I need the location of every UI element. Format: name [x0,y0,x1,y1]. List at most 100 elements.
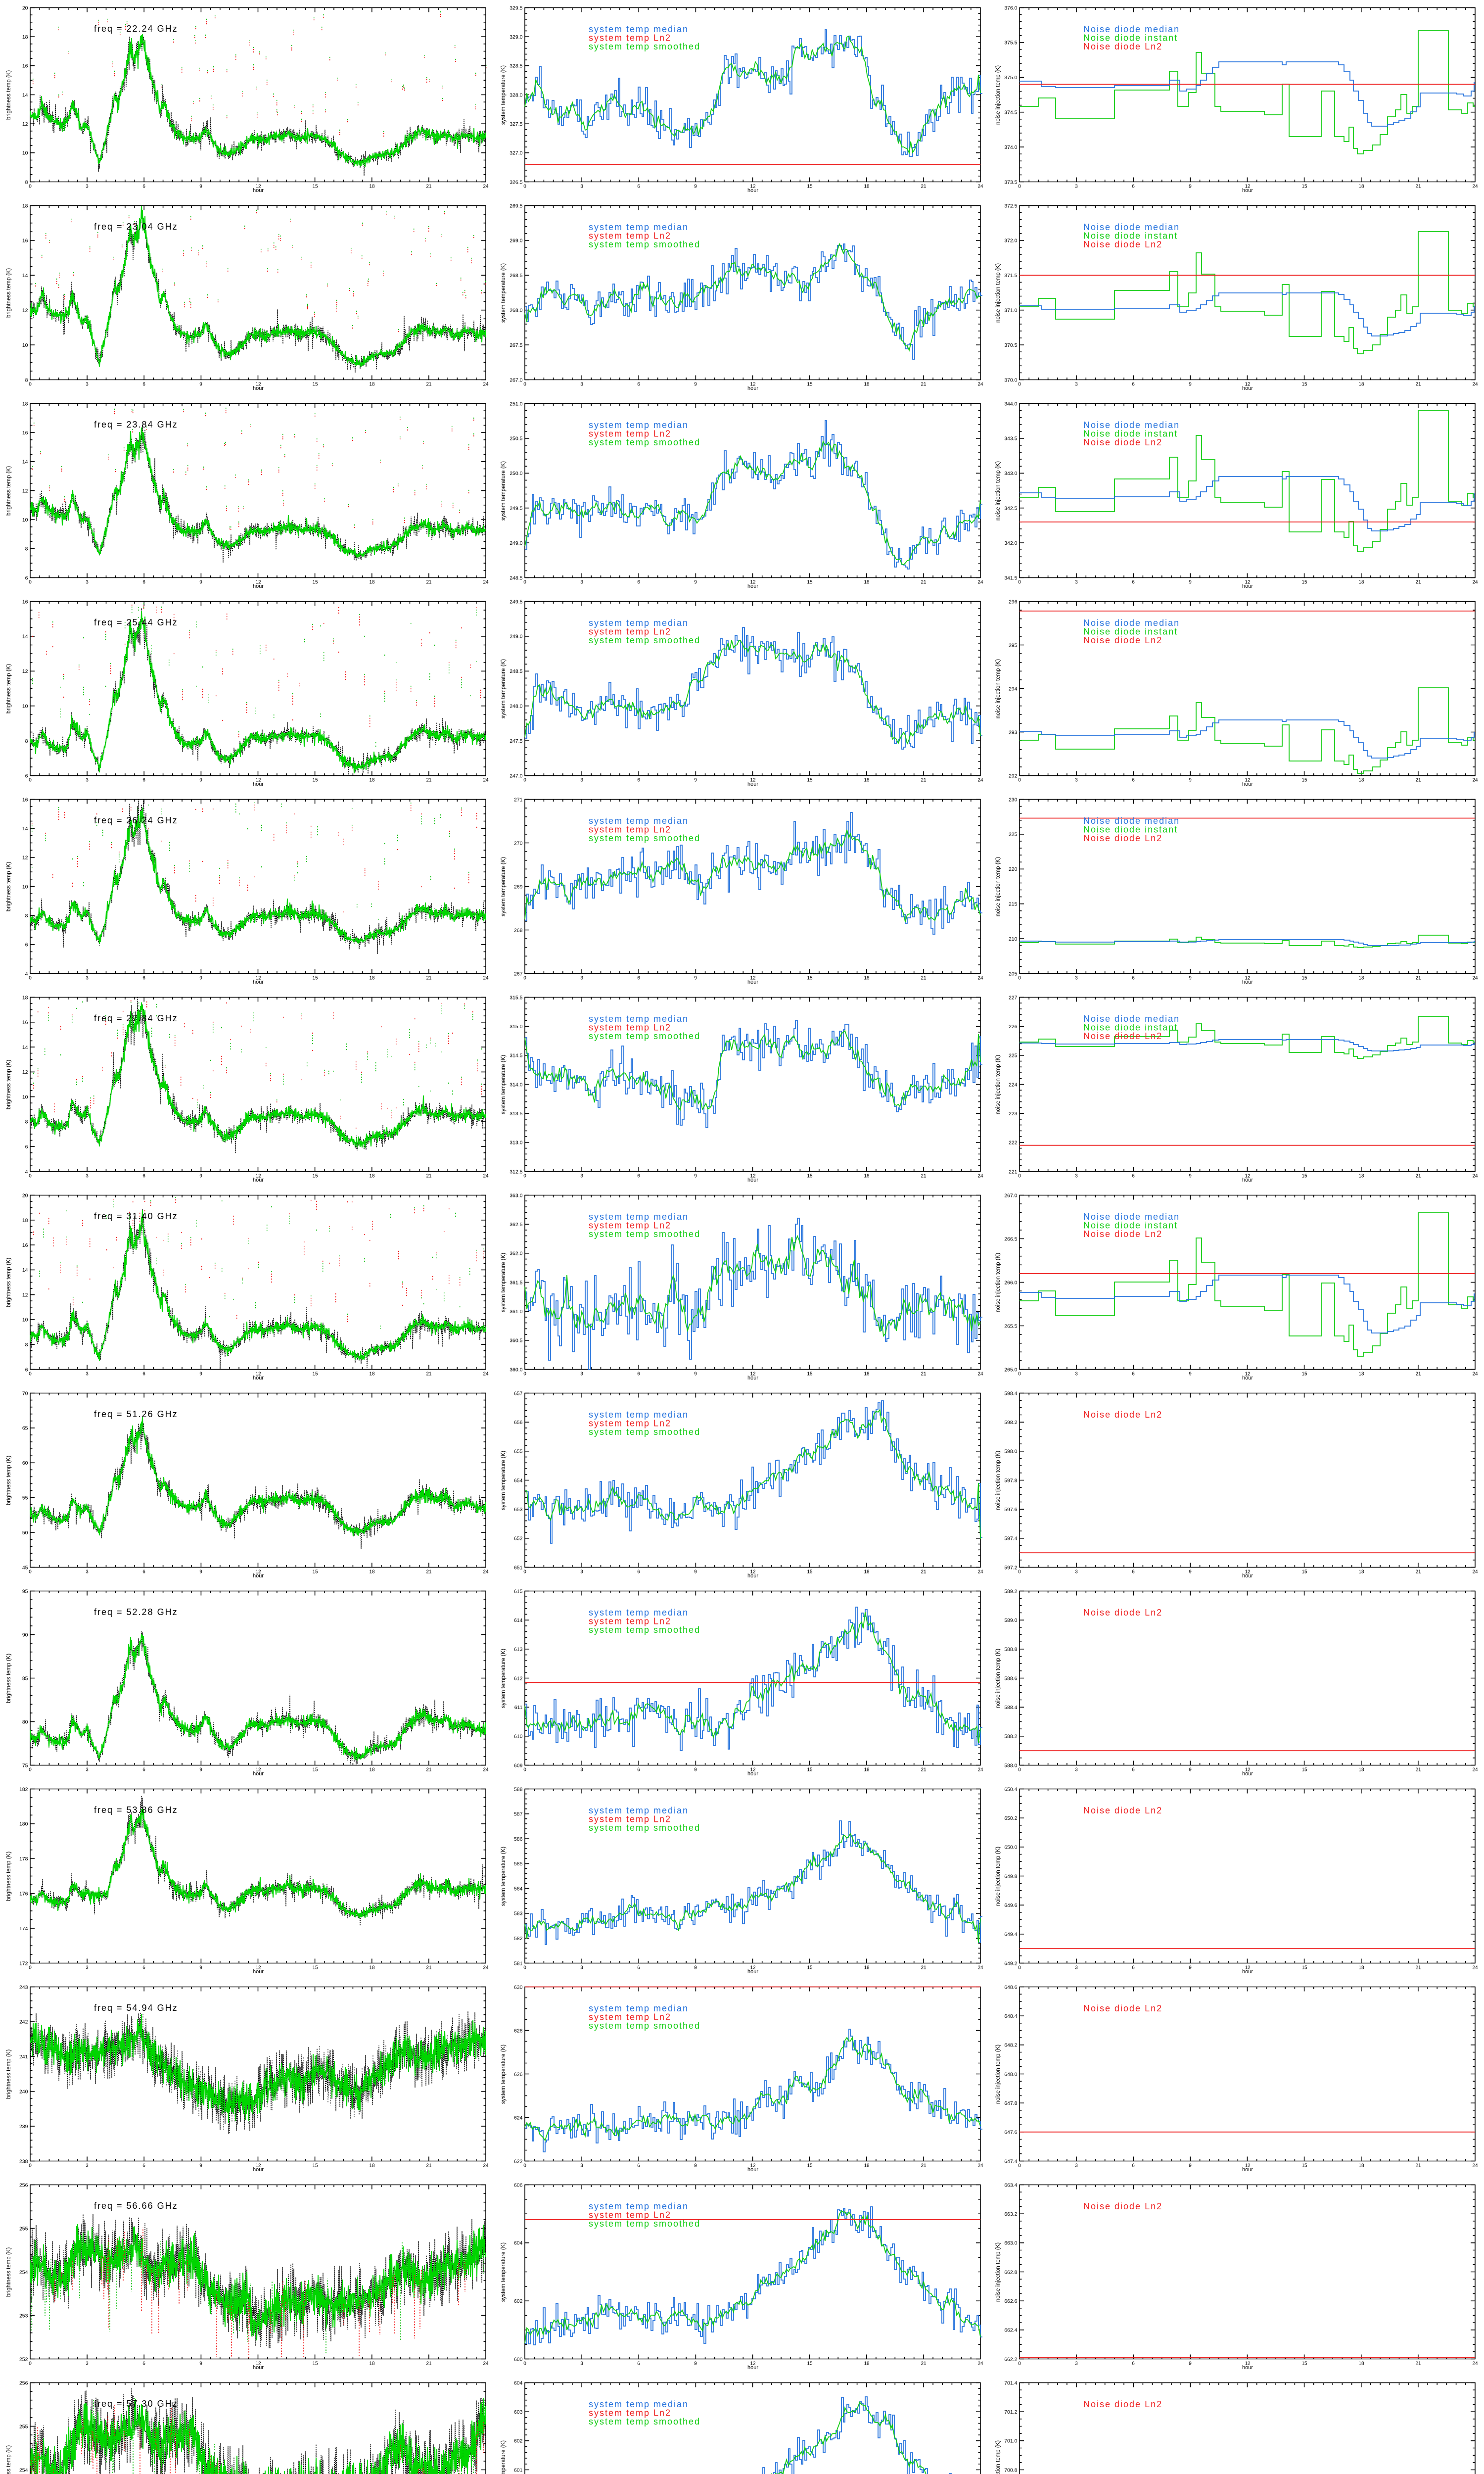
svg-text:Noise diode Ln2: Noise diode Ln2 [1083,1031,1162,1041]
svg-text:587: 587 [514,1811,523,1817]
svg-text:10: 10 [22,517,28,523]
svg-text:Noise diode instant: Noise diode instant [1083,231,1178,241]
svg-text:system temperature (K): system temperature (K) [501,1055,507,1114]
svg-text:650.4: 650.4 [1004,1786,1017,1792]
svg-text:615: 615 [514,1588,523,1594]
svg-text:system temperature (K): system temperature (K) [501,263,507,323]
svg-text:brightness temp (K): brightness temp (K) [6,1654,12,1704]
svg-text:8: 8 [25,738,28,744]
svg-text:system temp Ln2: system temp Ln2 [589,33,671,43]
svg-text:362.0: 362.0 [510,1251,522,1257]
svg-text:noise injection temp (K): noise injection temp (K) [995,857,1001,916]
svg-text:18: 18 [22,1218,28,1224]
svg-text:606: 606 [514,2182,523,2188]
svg-text:system temperature (K): system temperature (K) [501,1847,507,1906]
svg-text:256: 256 [19,2182,28,2188]
svg-text:654: 654 [514,1477,523,1483]
svg-text:14: 14 [22,826,28,832]
svg-text:Noise diode median: Noise diode median [1083,420,1180,430]
svg-text:brightness temp (K): brightness temp (K) [6,2445,12,2474]
svg-text:268.5: 268.5 [510,273,522,279]
svg-text:588: 588 [514,1786,523,1792]
svg-text:freq = 25.44 GHz: freq = 25.44 GHz [94,618,178,627]
svg-text:648.6: 648.6 [1004,1984,1017,1990]
svg-text:noise injection temp (K): noise injection temp (K) [995,1847,1001,1906]
svg-text:8: 8 [25,1342,28,1348]
svg-text:584: 584 [514,1886,523,1892]
svg-text:4: 4 [25,971,28,977]
svg-text:system temp Ln2: system temp Ln2 [589,2210,671,2220]
svg-text:598.0: 598.0 [1004,1449,1017,1455]
svg-text:647.4: 647.4 [1004,2158,1017,2164]
svg-text:14: 14 [22,273,28,279]
svg-text:brightness temp (K): brightness temp (K) [6,1258,12,1308]
svg-text:14: 14 [22,459,28,465]
svg-text:374.0: 374.0 [1004,144,1017,150]
svg-text:662.8: 662.8 [1004,2269,1017,2275]
svg-text:system temp median: system temp median [589,1014,689,1024]
svg-text:12: 12 [22,1069,28,1075]
svg-text:12: 12 [22,308,28,314]
svg-text:brightness temp (K): brightness temp (K) [6,268,12,318]
svg-text:system temperature (K): system temperature (K) [501,1451,507,1510]
svg-text:221: 221 [1009,1169,1018,1175]
svg-text:602: 602 [514,2298,523,2304]
svg-text:172: 172 [19,1960,28,1966]
svg-text:255: 255 [19,2424,28,2429]
svg-text:18: 18 [22,401,28,407]
svg-text:247.5: 247.5 [510,738,522,744]
svg-text:Noise diode instant: Noise diode instant [1083,33,1178,43]
svg-text:55: 55 [22,1495,28,1501]
svg-text:363.0: 363.0 [510,1192,522,1198]
svg-text:Noise diode median: Noise diode median [1083,222,1180,232]
svg-text:362.5: 362.5 [510,1222,522,1228]
svg-text:178: 178 [19,1856,28,1862]
svg-text:6: 6 [25,575,28,581]
svg-text:6: 6 [25,1367,28,1373]
svg-text:342.5: 342.5 [1004,506,1017,512]
svg-text:220: 220 [1009,866,1018,872]
svg-text:system temp Ln2: system temp Ln2 [589,2408,671,2418]
svg-text:293: 293 [1009,729,1018,735]
svg-text:648.4: 648.4 [1004,2013,1017,2019]
svg-text:373.5: 373.5 [1004,179,1017,185]
svg-text:Noise diode Ln2: Noise diode Ln2 [1083,1806,1162,1815]
svg-text:Noise diode Ln2: Noise diode Ln2 [1083,1410,1162,1420]
svg-text:360.0: 360.0 [510,1367,522,1373]
svg-text:8: 8 [25,377,28,383]
svg-text:Noise diode median: Noise diode median [1083,1014,1180,1024]
svg-text:701.0: 701.0 [1004,2438,1017,2444]
svg-text:267.0: 267.0 [1004,1192,1017,1198]
svg-text:freq = 54.94 GHz: freq = 54.94 GHz [94,2003,178,2013]
svg-text:295: 295 [1009,642,1018,648]
svg-text:system temp smoothed: system temp smoothed [589,2219,700,2229]
svg-text:250.5: 250.5 [510,436,522,442]
svg-text:225: 225 [1009,832,1018,838]
svg-text:585: 585 [514,1861,523,1867]
svg-text:16: 16 [22,430,28,436]
svg-text:315.5: 315.5 [510,995,522,1000]
svg-text:16: 16 [22,1020,28,1026]
svg-text:Noise diode Ln2: Noise diode Ln2 [1083,635,1162,645]
svg-text:589.0: 589.0 [1004,1618,1017,1623]
svg-text:system temp smoothed: system temp smoothed [589,2021,700,2031]
svg-text:system temp median: system temp median [589,618,689,628]
svg-text:249.0: 249.0 [510,540,522,546]
svg-text:270: 270 [514,840,523,846]
svg-text:604: 604 [514,2380,523,2386]
svg-text:Noise diode Ln2: Noise diode Ln2 [1083,42,1162,51]
svg-text:701.4: 701.4 [1004,2380,1017,2386]
svg-text:254: 254 [19,2467,28,2473]
svg-text:8: 8 [25,546,28,552]
svg-text:noise injection temp (K): noise injection temp (K) [995,2242,1001,2302]
svg-text:249.5: 249.5 [510,506,522,512]
svg-text:176: 176 [19,1891,28,1897]
svg-text:Noise diode instant: Noise diode instant [1083,627,1178,637]
svg-text:655: 655 [514,1449,523,1455]
svg-text:brightness temp (K): brightness temp (K) [6,1060,12,1110]
svg-text:227: 227 [1009,995,1018,1000]
svg-text:noise injection temp (K): noise injection temp (K) [995,1055,1001,1114]
svg-text:freq = 56.66 GHz: freq = 56.66 GHz [94,2201,178,2211]
svg-text:system temperature (K): system temperature (K) [501,2440,507,2474]
svg-text:10: 10 [22,1317,28,1323]
